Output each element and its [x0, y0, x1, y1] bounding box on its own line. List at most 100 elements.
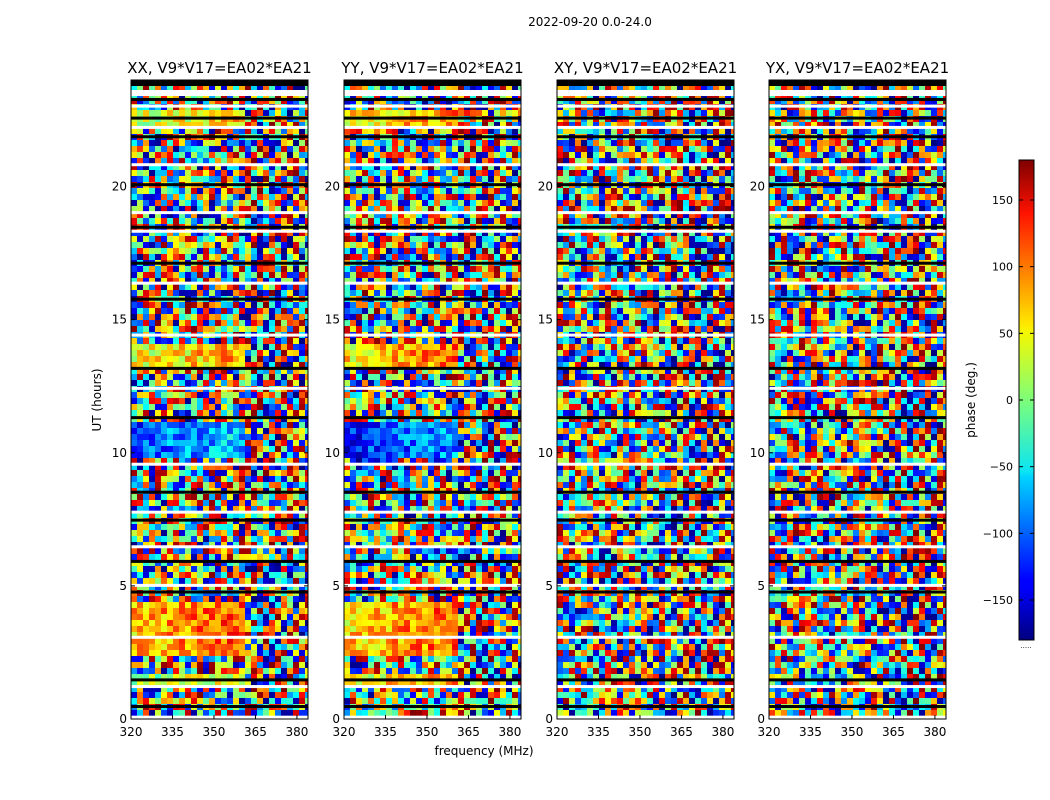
heatmap-cell: [185, 452, 191, 458]
heatmap-cell: [362, 368, 368, 374]
heatmap-cell: [446, 200, 452, 206]
heatmap-cell: [173, 692, 179, 698]
heatmap-cell: [464, 320, 470, 326]
heatmap-cell: [305, 536, 308, 542]
heatmap-cell: [458, 272, 464, 278]
heatmap-cell: [239, 98, 245, 104]
heatmap-cell: [143, 392, 149, 398]
heatmap-cell: [257, 230, 263, 236]
heatmap-cell: [239, 512, 245, 518]
heatmap-cell: [410, 266, 416, 272]
heatmap-cell: [161, 626, 167, 632]
heatmap-cell: [482, 236, 488, 242]
heatmap-cell: [380, 290, 386, 296]
heatmap-cell: [287, 500, 293, 506]
heatmap-cell: [155, 176, 161, 182]
heatmap-cell: [434, 326, 440, 332]
heatmap-cell: [215, 176, 221, 182]
heatmap-cell: [356, 374, 362, 380]
heatmap-cell: [191, 668, 197, 674]
heatmap-cell: [251, 266, 257, 272]
heatmap-cell: [470, 308, 476, 314]
heatmap-cell: [350, 176, 356, 182]
heatmap-cell: [137, 338, 143, 344]
heatmap-cell: [374, 230, 380, 236]
heatmap-cell: [167, 662, 173, 668]
heatmap-cell: [179, 170, 185, 176]
heatmap-cell: [209, 344, 215, 350]
heatmap-cell: [410, 176, 416, 182]
heatmap-cell: [416, 236, 422, 242]
heatmap-cell: [482, 380, 488, 386]
heatmap-cell: [281, 128, 287, 134]
heatmap-cell: [299, 686, 305, 692]
heatmap-cell: [464, 290, 470, 296]
heatmap-cell: [470, 374, 476, 380]
heatmap-cell: [305, 236, 308, 242]
heatmap-cell: [446, 302, 452, 308]
heatmap-cell: [167, 86, 173, 92]
heatmap-cell: [293, 206, 299, 212]
heatmap-cell: [275, 434, 281, 440]
heatmap-cell: [155, 398, 161, 404]
heatmap-cell: [173, 206, 179, 212]
heatmap-cell: [305, 698, 308, 704]
heatmap-cell: [257, 464, 263, 470]
heatmap-cell: [221, 650, 227, 656]
heatmap-cell: [179, 380, 185, 386]
heatmap-cell: [380, 350, 386, 356]
heatmap-cell: [476, 98, 482, 104]
heatmap-cell: [155, 350, 161, 356]
heatmap-cell: [293, 584, 299, 590]
heatmap-cell: [281, 164, 287, 170]
heatmap-cell: [251, 200, 257, 206]
heatmap-cell: [374, 314, 380, 320]
heatmap-cell: [239, 560, 245, 566]
heatmap-cell: [518, 362, 521, 368]
heatmap-cell: [167, 476, 173, 482]
heatmap-cell: [203, 572, 209, 578]
heatmap-cell: [191, 614, 197, 620]
heatmap-cell: [179, 512, 185, 518]
heatmap-cell: [305, 530, 308, 536]
heatmap-cell: [251, 662, 257, 668]
heatmap-cell: [446, 398, 452, 404]
heatmap-cell: [221, 392, 227, 398]
heatmap-cell: [263, 494, 269, 500]
heatmap-cell: [428, 308, 434, 314]
heatmap-cell: [275, 272, 281, 278]
heatmap-cell: [137, 668, 143, 674]
heatmap-cell: [512, 398, 518, 404]
heatmap-cell: [269, 176, 275, 182]
heatmap-cell: [161, 140, 167, 146]
heatmap-cell: [143, 638, 149, 644]
heatmap-cell: [245, 548, 251, 554]
heatmap-cell: [263, 596, 269, 602]
heatmap-cell: [299, 284, 305, 290]
heatmap-cell: [428, 254, 434, 260]
heatmap-cell: [398, 242, 404, 248]
heatmap-cell: [446, 368, 452, 374]
heatmap-cell: [155, 164, 161, 170]
heatmap-cell: [275, 374, 281, 380]
heatmap-cell: [386, 170, 392, 176]
heatmap-cell: [185, 146, 191, 152]
heatmap-cell: [245, 464, 251, 470]
heatmap-cell: [458, 368, 464, 374]
heatmap-cell: [185, 218, 191, 224]
heatmap-cell: [227, 662, 233, 668]
heatmap-cell: [245, 128, 251, 134]
heatmap-cell: [227, 614, 233, 620]
heatmap-cell: [143, 362, 149, 368]
heatmap-cell: [440, 254, 446, 260]
heatmap-cell: [356, 272, 362, 278]
heatmap-cell: [179, 524, 185, 530]
heatmap-cell: [299, 254, 305, 260]
heatmap-cell: [179, 188, 185, 194]
heatmap-cell: [191, 476, 197, 482]
heatmap-cell: [245, 650, 251, 656]
heatmap-cell: [131, 170, 137, 176]
heatmap-cell: [458, 218, 464, 224]
heatmap-cell: [344, 230, 350, 236]
heatmap-cell: [458, 170, 464, 176]
